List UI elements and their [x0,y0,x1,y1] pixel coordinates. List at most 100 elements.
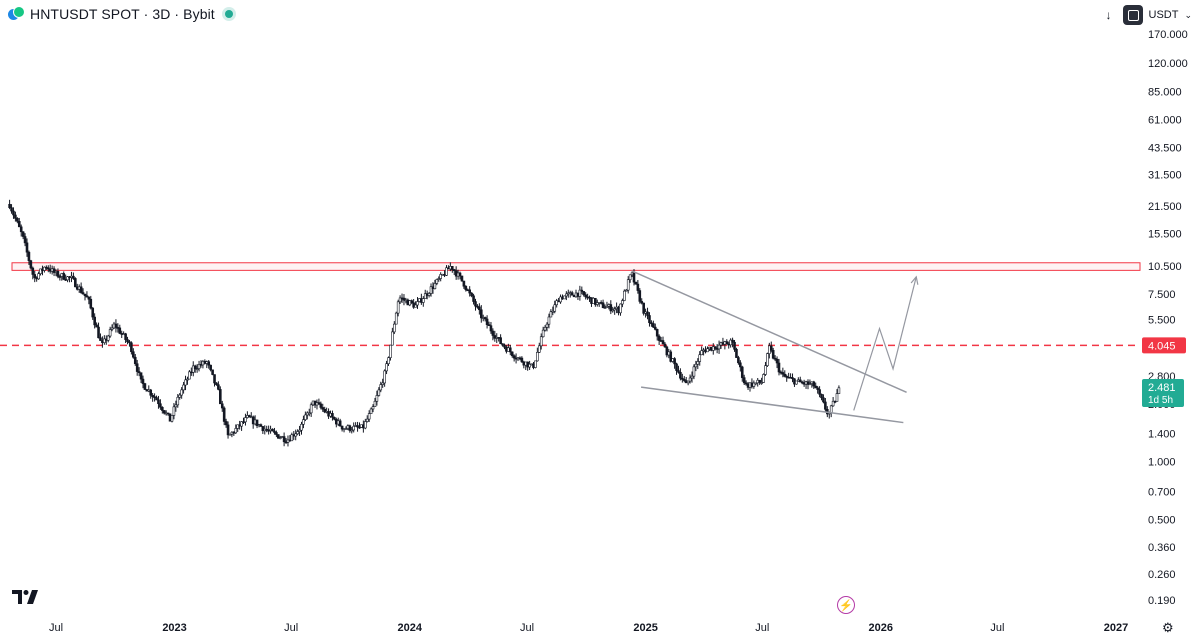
symbol-title[interactable]: HNTUSDT SPOT · 3D · Bybit [30,6,215,22]
candle-body [536,352,539,362]
price-tick-label: 15.500 [1148,228,1182,240]
candle-body [545,323,549,328]
price-tick-label: 7.500 [1148,289,1176,301]
candle-body [373,400,377,407]
fullscreen-icon[interactable] [1122,5,1143,25]
horizontal-levels [0,262,1141,347]
candle-body [118,327,122,334]
price-tick-label: 43.500 [1148,143,1182,155]
candle-body [381,382,384,385]
projection-arrowhead [910,275,919,285]
arrow-down-icon[interactable]: ↓ [1105,8,1112,22]
candle-body [184,379,187,386]
candle-body [19,226,23,233]
candle-body [396,301,400,314]
candle-body [460,275,464,282]
candle-body [487,324,491,326]
candle-body [636,283,640,291]
time-tick-label: 2026 [869,622,893,634]
candle-body [628,274,632,281]
currency-selector[interactable]: USDT ⌄ [1149,9,1193,21]
candle-body [694,363,698,368]
candle-body [663,343,667,348]
candle-body [665,346,669,356]
candle-body [646,311,649,316]
candle-body [103,338,106,343]
candle-body [159,403,162,408]
symbol-icon [8,6,25,22]
candle-body [367,413,371,420]
candle-body [369,408,373,414]
candle-body [222,407,226,422]
chevron-down-icon: ⌄ [1184,9,1192,20]
gear-icon[interactable]: ⚙ [1162,620,1174,635]
price-tick-label: 61.000 [1148,114,1182,126]
currency-label: USDT [1148,9,1179,21]
candle-body [435,279,439,284]
candle-body [350,429,354,432]
candle-body [700,350,703,356]
candle-body [696,361,700,365]
candle-body [83,293,87,296]
candle-body [277,434,280,439]
candle-body [170,415,174,422]
candle-body [543,327,547,331]
candle-body [537,345,541,353]
candle-body [758,379,761,383]
candle-body [613,308,616,311]
candle-countdown-label: 1d 5h [1148,395,1173,406]
candle-body [79,286,83,293]
candle-body [605,306,609,308]
candle-body [387,357,390,364]
candle-body [379,384,383,391]
candle-body [416,301,419,306]
candle-body [769,345,773,351]
tradingview-logo-icon[interactable] [12,590,38,604]
price-tick-label: 0.700 [1148,486,1176,498]
candle-body [657,335,661,341]
candle-body [626,279,630,291]
candle-body [219,389,222,405]
candle-body [450,266,454,270]
candle-body [228,433,232,436]
candle-body [317,402,321,405]
candle-body [188,371,191,380]
candle-body [108,329,112,337]
candle-body [559,296,562,303]
candle-body [713,346,717,349]
candle-body [692,366,696,377]
candle-body [483,317,487,320]
candle-body [74,278,77,288]
candle-body [619,303,622,314]
candle-body [512,355,516,359]
candle-body [62,273,66,280]
candle-body [197,364,201,369]
candle-body [433,283,437,289]
candle-body [234,428,238,434]
candle-body [91,307,95,318]
candle-body [652,323,655,328]
candle-body [638,290,642,302]
candle-body [479,309,483,319]
candle-body [12,210,15,216]
candle-body [474,301,477,307]
candle-body [621,300,624,305]
candle-body [717,344,721,350]
candle-body [485,318,489,325]
price-tick-label: 31.500 [1148,169,1182,181]
time-tick-label: 2024 [398,622,423,634]
candle-body [85,295,89,298]
candle-body [321,407,325,410]
candle-body [686,380,690,384]
price-tick-label: 85.000 [1148,87,1182,99]
candle-body [209,364,212,371]
candle-body [640,301,644,304]
price-tick-label: 10.500 [1148,261,1182,273]
candle-body [348,425,352,431]
candle-body [186,378,189,381]
candle-body [814,385,818,389]
candle-body [151,394,154,397]
lightning-icon[interactable]: ⚡ [837,596,855,614]
candle-body [89,298,93,309]
